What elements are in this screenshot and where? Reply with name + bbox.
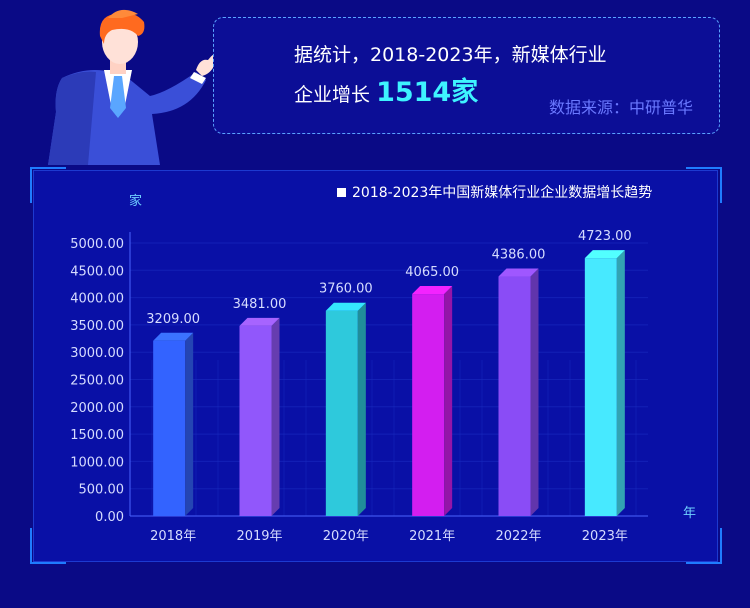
x-tick-label: 2019年 xyxy=(236,529,282,544)
bar-layer xyxy=(153,250,625,516)
y-tick-label: 500.00 xyxy=(79,483,125,498)
bar xyxy=(153,340,186,516)
panel-corner-br xyxy=(686,528,722,564)
y-tick-label: 3000.00 xyxy=(70,346,124,361)
callout-highlight: 1514家 xyxy=(376,77,479,108)
bar-top xyxy=(412,286,453,295)
label-layer: 0.00 500.00 1000.00 1500.00 2000.00 2500.00 30… xyxy=(70,229,631,544)
y-tick-label: 2000.00 xyxy=(70,401,124,416)
bar-side xyxy=(616,250,625,516)
y-tick-label: 5000.00 xyxy=(70,237,124,252)
bar xyxy=(412,294,445,516)
x-tick-label: 2023年 xyxy=(582,529,628,544)
x-axis-unit: 年 xyxy=(683,506,696,521)
y-tick-label: 3500.00 xyxy=(70,319,124,334)
y-axis-unit: 家 xyxy=(129,193,142,209)
bar-top xyxy=(153,332,194,341)
y-tick-label: 4500.00 xyxy=(70,264,124,279)
y-tick-label: 1500.00 xyxy=(70,428,124,443)
x-tick-label: 2021年 xyxy=(409,529,455,544)
cuff xyxy=(190,72,206,84)
jacket-shade xyxy=(48,71,96,165)
bar-top xyxy=(498,268,539,277)
panel-corner-bl xyxy=(30,528,66,564)
bar-side xyxy=(271,317,280,516)
callout-line1: 据统计，2018-2023年，新媒体行业 xyxy=(294,44,607,66)
data-source: 数据来源：中研普华 xyxy=(548,98,693,117)
data-label: 3481.00 xyxy=(233,297,287,312)
hair xyxy=(99,13,145,44)
bar-top xyxy=(325,302,366,311)
callout-line2: 企业增长 1514家 xyxy=(294,70,478,109)
data-label: 4723.00 xyxy=(578,229,632,244)
presenter-illustration xyxy=(48,9,224,165)
x-tick-label: 2018年 xyxy=(150,529,196,544)
bar-top xyxy=(584,250,625,259)
bar xyxy=(498,276,531,516)
x-tick-label: 2022年 xyxy=(495,529,541,544)
panel-corner-tr xyxy=(686,167,722,203)
head xyxy=(102,20,138,64)
chart-title: 2018-2023年中国新媒体行业企业数据增长趋势 xyxy=(352,184,652,201)
y-tick-label: 2500.00 xyxy=(70,374,124,389)
bar xyxy=(239,325,272,516)
callout-line2-prefix: 企业增长 xyxy=(294,84,371,106)
data-label: 4065.00 xyxy=(405,265,459,280)
bar xyxy=(325,310,358,516)
bar-side xyxy=(444,286,453,516)
y-tick-label: 4000.00 xyxy=(70,292,124,307)
panel-corner-tl xyxy=(30,167,66,203)
axis-layer xyxy=(129,232,648,517)
callout-box: 据统计，2018-2023年，新媒体行业 企业增长 1514家 数据来源：中研普… xyxy=(213,17,720,134)
bar-side xyxy=(530,268,539,516)
hair-top xyxy=(108,9,138,18)
grid-layer xyxy=(130,242,648,517)
y-tick-label: 1000.00 xyxy=(70,455,124,470)
y-tick-label: 0.00 xyxy=(95,510,124,525)
legend-swatch xyxy=(337,188,346,197)
bar-side xyxy=(185,332,194,516)
bar-top xyxy=(239,317,280,326)
x-tick-label: 2020年 xyxy=(323,529,369,544)
data-label: 3760.00 xyxy=(319,282,373,297)
bar xyxy=(584,258,617,516)
tie xyxy=(110,76,126,118)
data-label: 4386.00 xyxy=(492,248,546,263)
data-label: 3209.00 xyxy=(146,312,200,327)
bar-side xyxy=(357,302,366,516)
